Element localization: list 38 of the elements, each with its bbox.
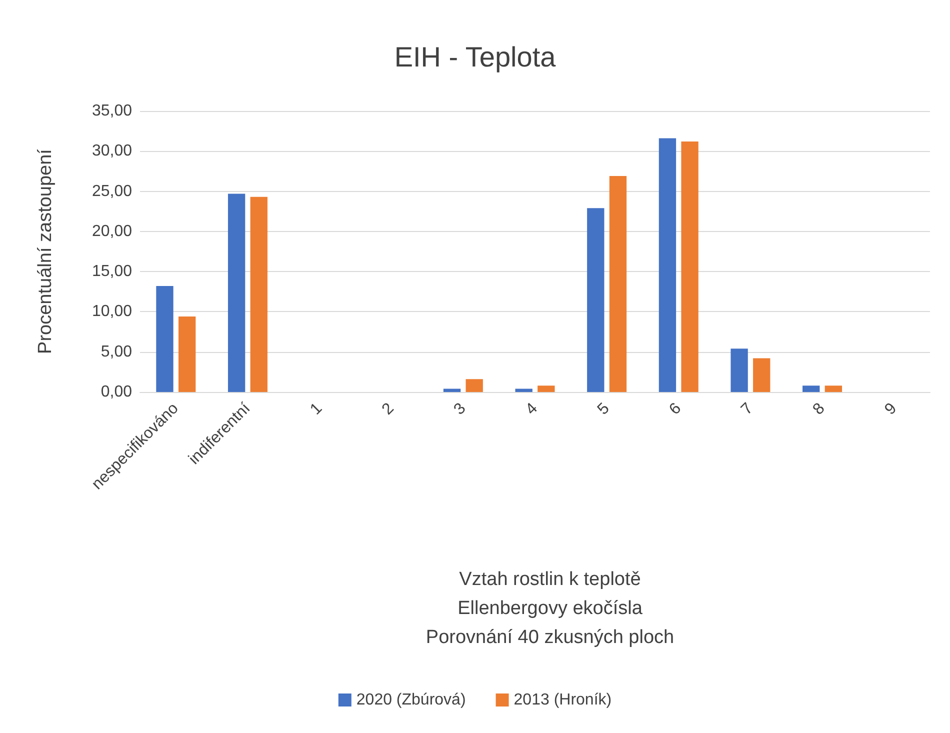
- x-tick-label: 8: [810, 400, 828, 418]
- x-tick-label: 6: [666, 400, 685, 418]
- x-tick-label: 1: [307, 400, 326, 418]
- bar: [228, 194, 246, 392]
- y-tick-label: 20,00: [92, 222, 132, 240]
- bar: [250, 196, 268, 392]
- bar: [466, 379, 483, 392]
- y-tick-label: 35,00: [92, 102, 132, 120]
- chart-title: EIH - Teplota: [394, 42, 556, 72]
- y-tick-label: 5,00: [100, 343, 132, 360]
- legend-label: 2020 (Zbúrová): [356, 692, 466, 708]
- x-axis-title: Vztah rostlin k teplotě Ellenbergovy ekočísla Porovnání 40 zkusných ploch: [426, 569, 674, 648]
- y-tick-label: 10,00: [92, 303, 132, 320]
- bar: [753, 358, 770, 392]
- bar: [156, 286, 174, 392]
- bar: [658, 138, 676, 392]
- y-tick-label: 25,00: [92, 182, 132, 200]
- y-tick-label: 0,00: [100, 384, 132, 400]
- bar: [802, 386, 820, 392]
- x-tick-label: 7: [738, 400, 757, 418]
- x-tick-label: 5: [594, 400, 613, 418]
- bar: [443, 388, 461, 392]
- bar: [178, 316, 196, 392]
- legend-label: 2013 (Hroník): [514, 692, 612, 708]
- bar: [538, 386, 555, 392]
- y-tick-label: 30,00: [92, 142, 132, 160]
- x-tick-label: 9: [882, 400, 900, 418]
- bar: [824, 386, 842, 392]
- y-tick-label: 15,00: [92, 263, 132, 280]
- x-tick-label: 4: [522, 400, 542, 418]
- bar: [609, 176, 627, 392]
- bar: [587, 208, 604, 392]
- y-axis-title: Procentuální zastoupení: [35, 148, 56, 354]
- x-tick-label: 3: [450, 400, 470, 418]
- x-tick-label: 2: [379, 400, 398, 418]
- bar: [730, 348, 748, 392]
- bar: [681, 142, 698, 392]
- bar: [515, 388, 532, 392]
